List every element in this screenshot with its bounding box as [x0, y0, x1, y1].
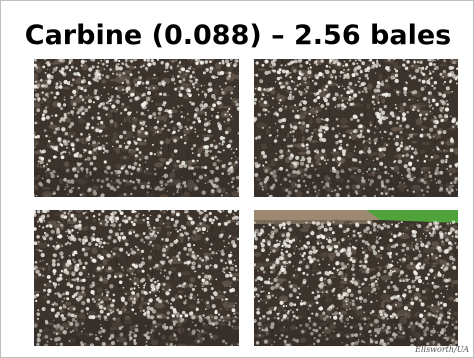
- cotton-field-photo-bottom-left: [34, 210, 239, 346]
- slide-title: Carbine (0.088) – 2.56 bales: [24, 20, 452, 51]
- cotton-field-photo-top-left: [34, 59, 239, 197]
- cotton-field-photo-top-right: [254, 59, 458, 197]
- photo-credit: Ellsworth/UA: [415, 345, 469, 354]
- cotton-field-photo-bottom-right: [254, 210, 458, 346]
- cotton-field-image: [254, 210, 458, 346]
- cotton-field-image: [34, 210, 239, 346]
- cotton-field-image: [34, 59, 239, 197]
- cotton-field-image: [254, 59, 458, 197]
